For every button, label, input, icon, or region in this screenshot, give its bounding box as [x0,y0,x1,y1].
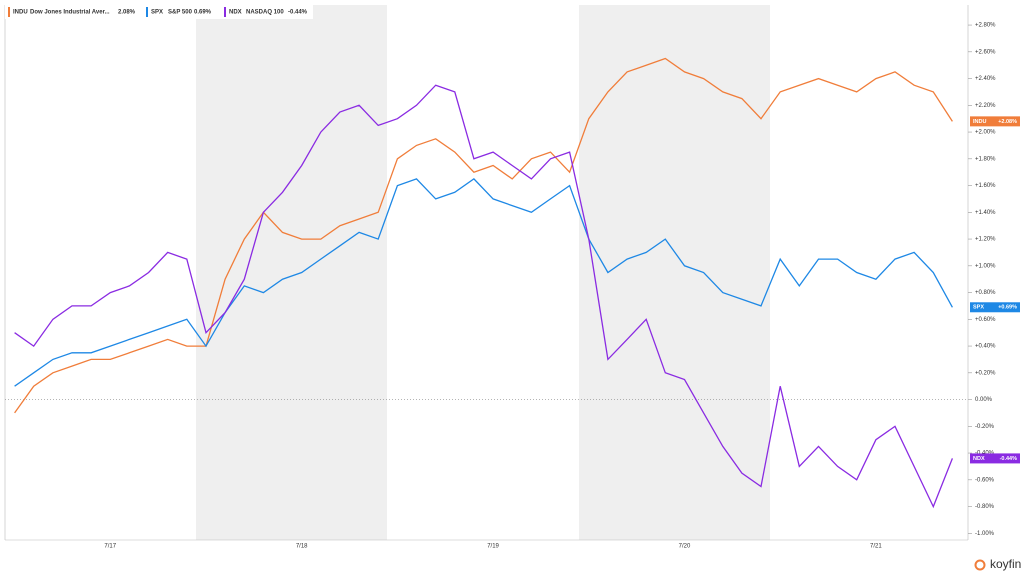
legend-swatch [146,7,148,17]
legend-name: NDX [229,10,242,16]
value-tag-bg [970,302,1020,313]
series-line [14,57,953,414]
y-tick-label: +2.80% [975,23,996,29]
legend-desc: NASDAQ 100 [246,10,284,16]
x-tick-label: 7/19 [487,544,499,550]
brand: koyfin [990,557,1021,571]
y-tick-label: +2.20% [975,103,996,109]
series-line [14,84,954,509]
y-tick-label: +0.40% [975,344,996,350]
y-tick-label: +0.60% [975,317,996,323]
legend-desc: S&P 500 [168,10,193,16]
shade [579,5,770,540]
shade [196,5,387,540]
y-tick-label: +1.40% [975,210,996,216]
value-tag-name: NDX [973,456,985,462]
y-tick-label: +1.00% [975,263,996,269]
value-tag-name: INDU [973,119,986,125]
y-tick-label: 0.00% [975,397,993,403]
value-tag: +0.69% [998,305,1017,311]
legend-bg [5,5,313,19]
legend-name: SPX [151,10,163,16]
y-tick-label: +0.20% [975,370,996,376]
legend-value: -0.44% [288,10,308,16]
legend-desc: Dow Jones Industrial Aver... [30,10,110,16]
legend-swatch [8,7,10,17]
x-tick-label: 7/18 [296,544,308,550]
y-tick-label: -0.20% [975,424,995,430]
legend-name: INDU [13,10,28,16]
value-tag: -0.44% [1000,456,1018,462]
x-tick-label: 7/17 [104,544,116,550]
y-tick-label: -0.60% [975,477,995,483]
series-line [14,178,953,387]
x-tick-label: 7/20 [679,544,691,550]
y-tick-label: -1.00% [975,531,995,537]
brand-icon [974,559,986,571]
value-tag-name: SPX [973,305,984,311]
value-tag-bg [970,453,1020,464]
y-tick-label: -0.80% [975,504,995,510]
legend-value: 0.69% [194,10,212,16]
y-tick-label: +1.60% [975,183,996,189]
legend-swatch [224,7,226,17]
y-tick-label: +0.80% [975,290,996,296]
y-tick-label: +1.80% [975,156,996,162]
legend-value: 2.08% [118,10,136,16]
y-tick-label: +1.20% [975,237,996,243]
y-tick-label: +2.40% [975,76,996,82]
value-tag-bg [970,116,1020,127]
y-tick-label: +2.60% [975,49,996,55]
y-tick-label: +2.00% [975,130,996,136]
value-tag: +2.08% [998,119,1017,125]
x-tick-label: 7/21 [870,544,882,550]
